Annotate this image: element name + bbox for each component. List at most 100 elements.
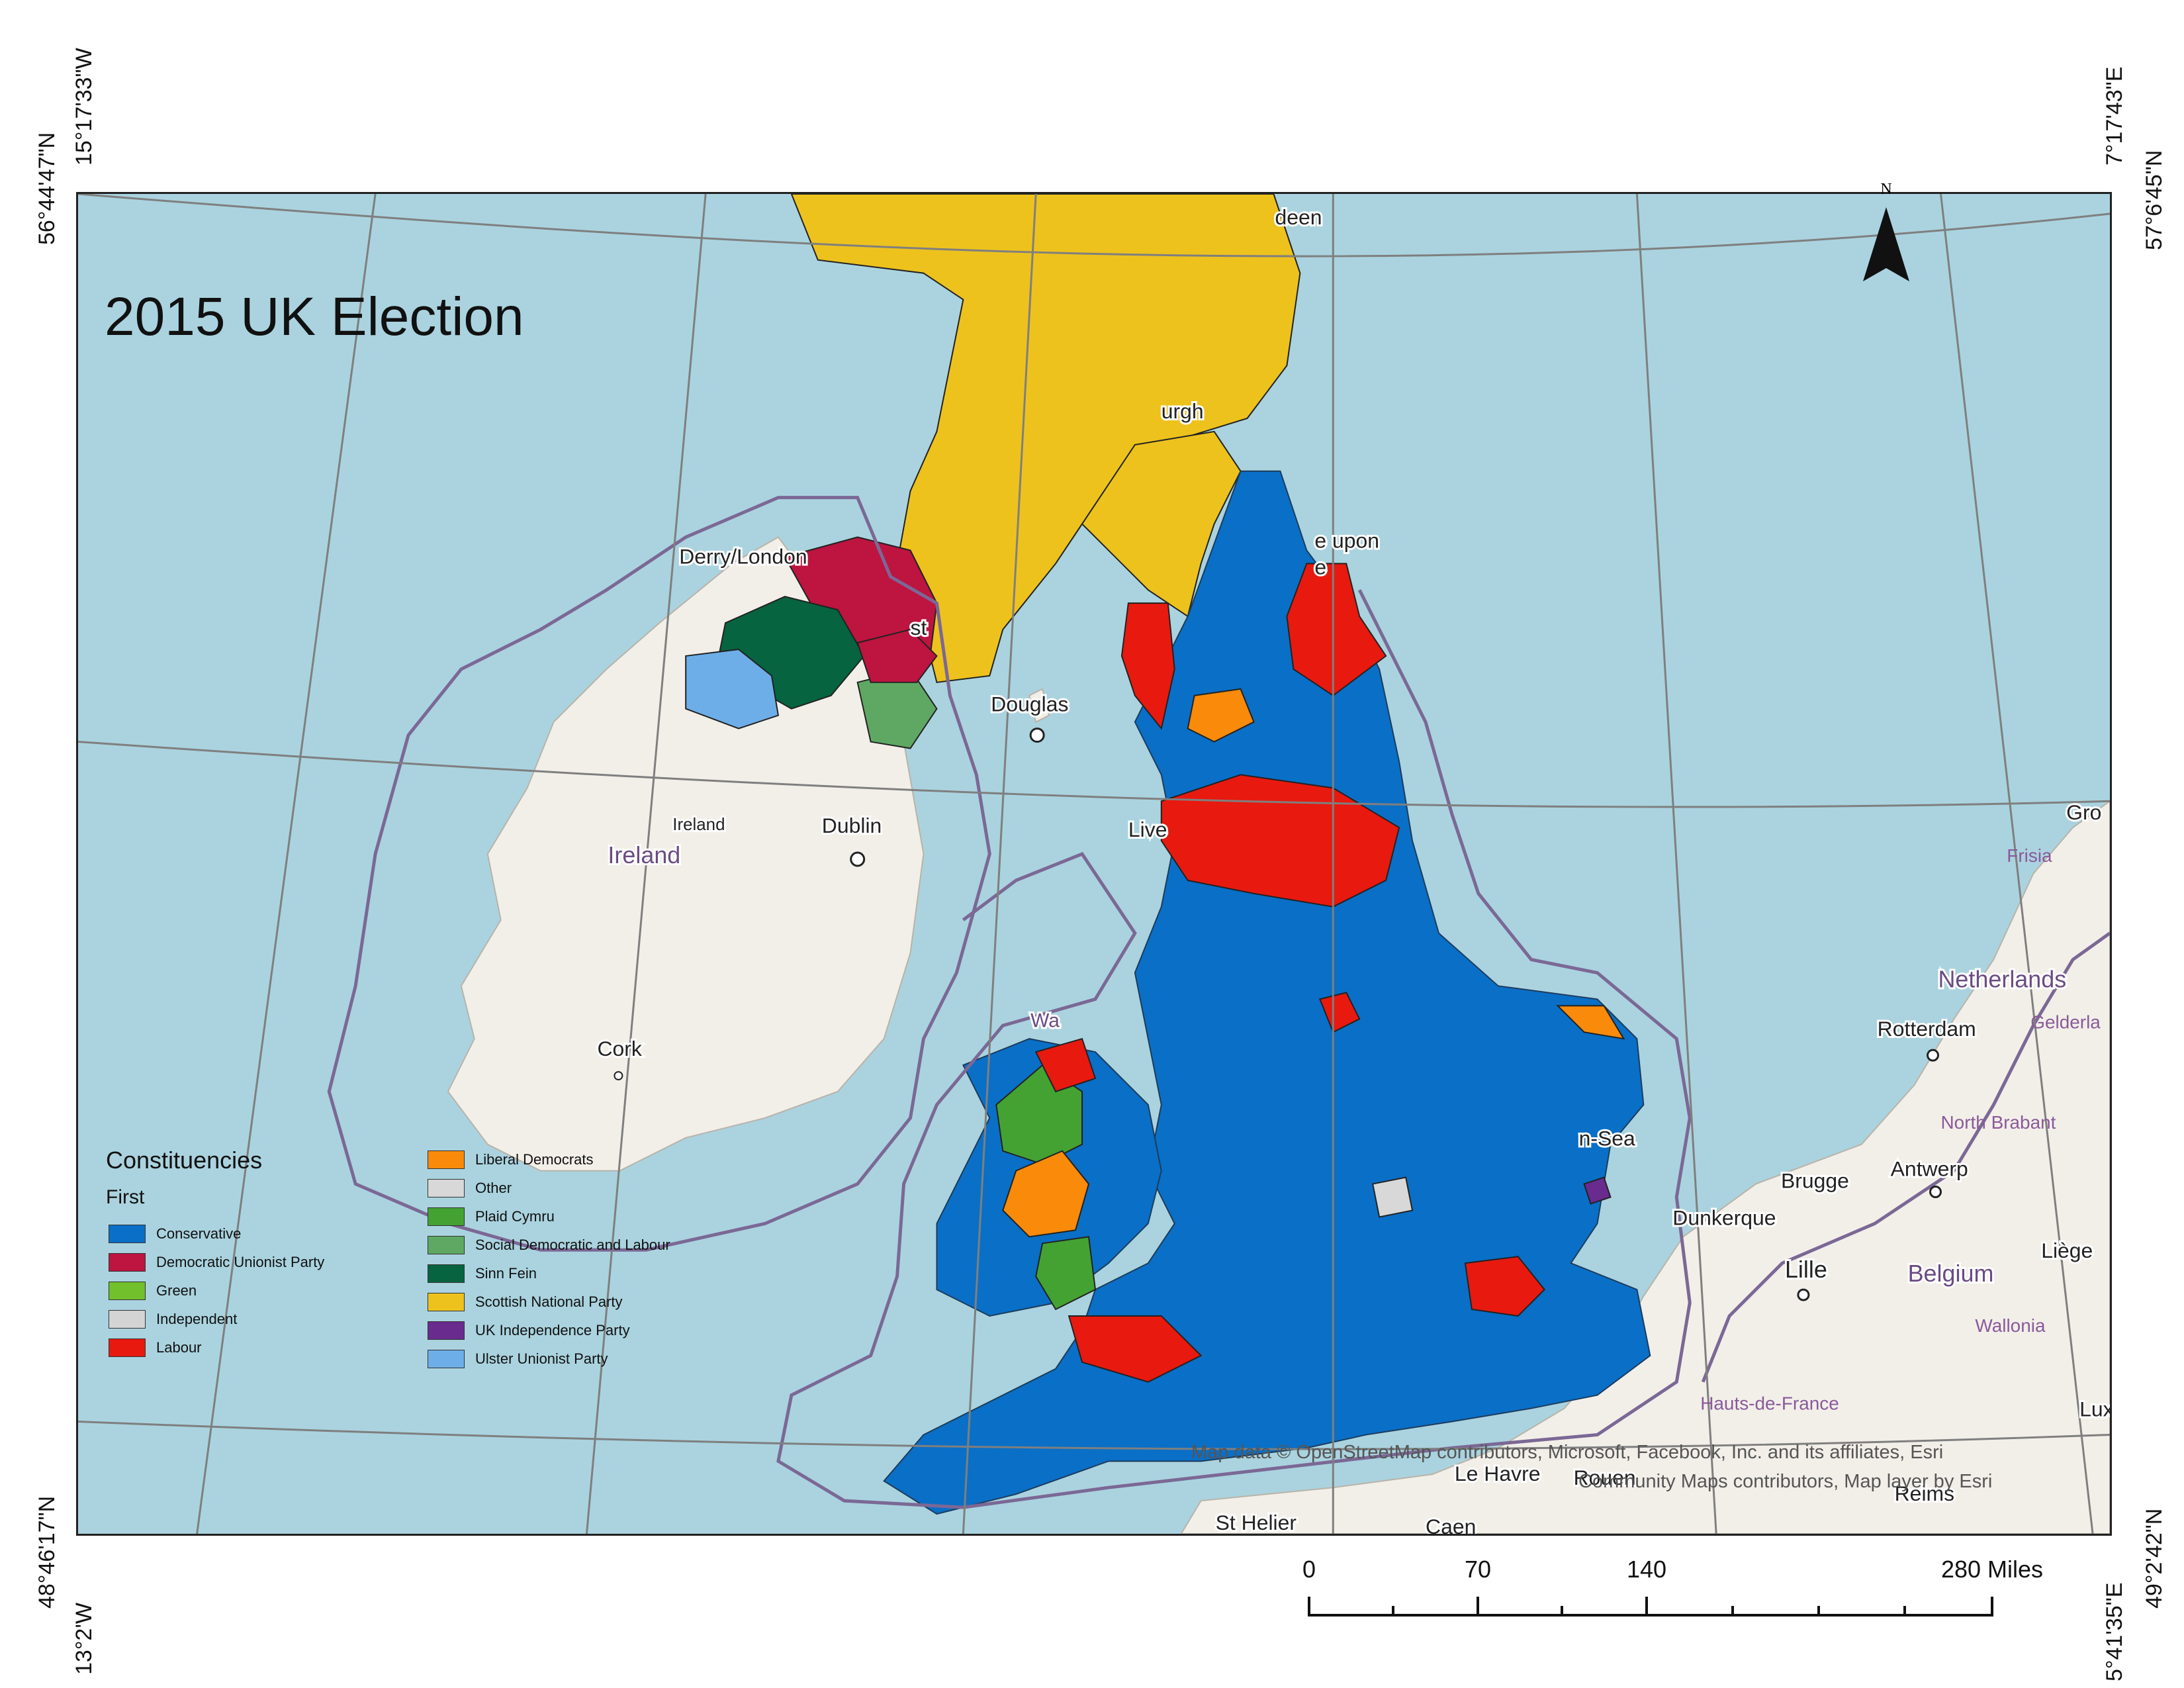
- coord-bottom-right-lon: 5°41'35"E: [2102, 1582, 2127, 1681]
- label-north-brabant: North Brabant: [1940, 1112, 2056, 1133]
- legend-swatch: [428, 1150, 465, 1169]
- label-antwerp: Antwerp: [1891, 1157, 1968, 1181]
- coord-top-left-lon: 15°17'33"W: [71, 48, 97, 165]
- label-wales: Wa: [1030, 1009, 1060, 1031]
- legend-subheading: First: [106, 1186, 145, 1208]
- label-douglas: Douglas: [991, 692, 1068, 716]
- legend-item: UK Independence Party: [428, 1316, 670, 1344]
- attribution-line-2: Community Maps contributors, Map layer b…: [1578, 1471, 1993, 1492]
- coord-top-left-lat: 56°44'47"N: [34, 132, 60, 245]
- label-newcastle-2: e: [1314, 555, 1326, 579]
- legend-swatch: [109, 1252, 146, 1272]
- legend-swatch: [428, 1321, 465, 1340]
- scale-label-0: 0: [1302, 1556, 1316, 1583]
- legend-label: Democratic Unionist Party: [156, 1253, 325, 1270]
- legend-swatch: [428, 1292, 465, 1311]
- scale-label-70: 70: [1464, 1556, 1492, 1583]
- label-brugge: Brugge: [1781, 1169, 1849, 1193]
- region-libdem-norfolk: [1556, 1005, 1625, 1040]
- legend-item: Conservative: [109, 1219, 324, 1248]
- legend-item: Other: [428, 1174, 670, 1202]
- legend-item: Plaid Cymru: [428, 1202, 670, 1231]
- legend-swatch: [109, 1309, 146, 1329]
- legend-swatch: [109, 1281, 146, 1300]
- region-wales-plaid-2: [1035, 1236, 1097, 1311]
- legend-label: Other: [475, 1179, 512, 1196]
- territorial-boundary-gb: [776, 589, 1692, 1509]
- region-labour-northeast: [1286, 563, 1387, 696]
- legend-label: Social Democratic and Labour: [475, 1236, 670, 1253]
- label-wallonia: Wallonia: [1975, 1315, 2046, 1336]
- label-aberdeen: deen: [1275, 205, 1322, 229]
- legend-item: Independent: [109, 1305, 324, 1333]
- cork-marker: [614, 1071, 623, 1081]
- svg-text:N: N: [1880, 181, 1891, 198]
- douglas-marker: [1029, 727, 1045, 743]
- coord-top-right-lon: 7°17'43"E: [2102, 66, 2127, 165]
- graticule: [78, 194, 2110, 1534]
- label-groningen: Gro: [2066, 800, 2101, 824]
- legend-column-2: Liberal Democrats Other Plaid Cymru Social …: [428, 1145, 670, 1373]
- label-gelderland: Gelderla: [2030, 1011, 2101, 1032]
- label-southend: n-Sea: [1579, 1127, 1635, 1150]
- legend-label: Sinn Fein: [475, 1264, 537, 1282]
- legend-swatch: [428, 1349, 465, 1368]
- region-england-conservative: [883, 470, 1651, 1515]
- label-le-havre: Le Havre: [1455, 1462, 1541, 1485]
- label-rotterdam: Rotterdam: [1878, 1017, 1976, 1041]
- label-caen: Caen: [1426, 1515, 1476, 1534]
- label-lux: Lux: [2079, 1397, 2110, 1421]
- legend-item: Sinn Fein: [428, 1259, 670, 1288]
- label-ireland: Ireland: [608, 841, 680, 868]
- label-belgium: Belgium: [1908, 1260, 1994, 1287]
- north-arrow-icon: N: [1863, 181, 1909, 281]
- region-libdem-cumbria: [1187, 688, 1255, 743]
- label-dunkerque: Dunkerque: [1672, 1205, 1776, 1229]
- coord-bottom-left-lon: 13°2'W: [71, 1603, 97, 1675]
- lille-marker: [1797, 1288, 1810, 1301]
- legend-swatch: [109, 1224, 146, 1243]
- label-rouen: Rouen: [1574, 1466, 1636, 1489]
- legend-label: Ulster Unionist Party: [475, 1350, 608, 1367]
- isle-of-man: [1028, 688, 1050, 724]
- region-other-speaker: [1372, 1176, 1414, 1218]
- legend-swatch: [428, 1178, 465, 1197]
- legend-heading: Constituencies: [106, 1147, 263, 1174]
- label-hauts-de-france: Hauts-de-France: [1700, 1393, 1839, 1414]
- map-frame[interactable]: deen urgh e upon e Derry/London st Dougl…: [76, 192, 2112, 1536]
- legend-label: UK Independence Party: [475, 1321, 630, 1338]
- legend-item: Ulster Unionist Party: [428, 1344, 670, 1373]
- label-st-helier: St Helier: [1216, 1511, 1297, 1534]
- label-liverpool: Live: [1128, 818, 1167, 841]
- scale-label-140: 140: [1626, 1556, 1667, 1583]
- coord-bottom-left-lat: 48°46'17"N: [34, 1495, 60, 1609]
- legend-item: Social Democratic and Labour: [428, 1231, 670, 1259]
- legend-label: Labour: [156, 1338, 202, 1356]
- map-canvas[interactable]: deen urgh e upon e Derry/London st Dougl…: [78, 194, 2110, 1534]
- region-labour-midlands: [1160, 774, 1400, 908]
- scale-bar-graphic: [1308, 1597, 1993, 1617]
- label-dublin: Dublin: [822, 814, 882, 837]
- label-reims: Reims: [1895, 1481, 1954, 1505]
- region-ni-dup-2: [856, 628, 938, 683]
- legend-swatch: [428, 1235, 465, 1254]
- legend-swatch: [428, 1264, 465, 1283]
- dublin-marker: [850, 851, 866, 867]
- region-labour-london: [1464, 1256, 1546, 1317]
- region-labour-birmingham: [1318, 992, 1361, 1033]
- label-ireland-small: Ireland: [672, 816, 725, 834]
- region-labour-northwest: [1120, 602, 1175, 730]
- antwerp-marker: [1929, 1186, 1942, 1199]
- label-derry: Derry/London: [679, 544, 807, 568]
- legend-label: Green: [156, 1282, 197, 1299]
- rotterdam-marker: [1927, 1049, 1940, 1062]
- legend-swatch: [428, 1207, 465, 1226]
- legend-item: Green: [109, 1276, 324, 1305]
- coord-top-right-lat: 57°6'45"N: [2142, 150, 2167, 250]
- label-cork: Cork: [597, 1037, 641, 1060]
- label-edinburgh: urgh: [1161, 399, 1204, 423]
- map-title: 2015 UK Election: [105, 287, 524, 347]
- legend-label: Conservative: [156, 1225, 242, 1242]
- coord-bottom-right-lat: 49°2'42"N: [2142, 1508, 2167, 1609]
- legend-swatch: [109, 1338, 146, 1357]
